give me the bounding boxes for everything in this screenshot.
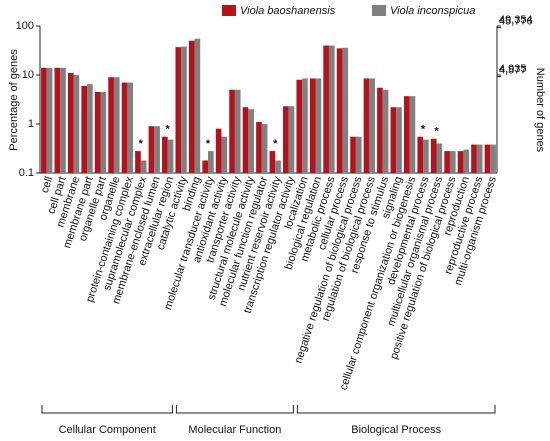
bar — [188, 40, 195, 173]
bar — [67, 72, 74, 173]
bar — [221, 136, 228, 173]
bar — [490, 144, 496, 173]
bar — [242, 107, 249, 173]
bar — [140, 160, 147, 173]
bar — [135, 151, 141, 173]
bar — [194, 38, 201, 173]
y-axis-label: Percentage of genes — [8, 49, 20, 151]
legend-label: Viola inconspicua — [390, 5, 475, 17]
bar — [288, 106, 295, 173]
bar — [181, 46, 187, 173]
group-bracket — [41, 405, 173, 414]
legend-label: Viola baoshanensis — [240, 5, 336, 17]
group-bracket — [296, 405, 496, 414]
bar — [471, 144, 477, 173]
group-label: Molecular Function — [188, 424, 281, 436]
bar — [234, 89, 241, 173]
legend-swatch — [372, 5, 386, 16]
bar — [403, 96, 410, 173]
bar — [283, 106, 289, 173]
bar — [175, 47, 182, 174]
bar — [54, 67, 61, 173]
bar — [60, 67, 66, 173]
bar — [46, 67, 53, 173]
bar — [162, 136, 168, 173]
bar — [363, 78, 370, 173]
bar — [423, 139, 429, 173]
group-label: Biological Process — [351, 424, 441, 436]
bar — [275, 160, 281, 173]
bar — [296, 79, 303, 173]
bar — [167, 139, 174, 173]
bar — [87, 84, 93, 173]
y2-tick-label: 49,354 — [499, 14, 533, 26]
bar — [328, 45, 335, 173]
bar — [350, 136, 356, 173]
bar — [81, 85, 88, 173]
bar — [215, 128, 222, 173]
bar — [256, 121, 262, 173]
bar — [121, 82, 128, 173]
y2-tick-label: 45,776 — [499, 16, 533, 28]
bar — [261, 124, 268, 173]
bar — [113, 77, 120, 173]
bar — [309, 78, 316, 173]
bar — [409, 96, 416, 173]
significance-mark: * — [273, 138, 278, 150]
significance-mark: * — [206, 138, 211, 150]
bar — [208, 151, 214, 173]
bar — [127, 82, 134, 173]
bar — [269, 151, 276, 173]
bar — [457, 151, 464, 173]
bar — [463, 149, 470, 173]
significance-mark: * — [139, 138, 144, 150]
bar — [449, 151, 456, 173]
y-tick-label: 1 — [28, 118, 34, 130]
bar — [396, 107, 402, 173]
legend-swatch — [222, 5, 236, 16]
bar — [323, 45, 329, 173]
significance-mark: * — [434, 126, 439, 138]
bar — [369, 78, 375, 173]
group-bracket — [175, 405, 294, 414]
bar — [382, 89, 389, 173]
bar — [202, 160, 209, 173]
bar — [436, 143, 443, 173]
bar — [430, 138, 437, 173]
bar — [302, 78, 308, 173]
bar — [444, 151, 450, 173]
y-tick-label: 0.1 — [19, 167, 34, 179]
y2-tick-label: 4,577 — [499, 65, 527, 77]
bar — [108, 77, 114, 173]
bar — [355, 136, 362, 173]
y2-tick-label: 4,935 — [499, 63, 527, 75]
bar — [73, 75, 80, 173]
bar — [377, 87, 383, 173]
y2-axis-label: Number of genes — [534, 68, 546, 153]
y-tick-label: 10 — [22, 69, 34, 81]
bar — [148, 126, 155, 173]
bar — [484, 144, 491, 173]
bar — [41, 67, 47, 173]
bar — [336, 48, 343, 173]
bar — [94, 91, 101, 173]
bar — [342, 47, 349, 173]
significance-mark: * — [166, 124, 171, 136]
bar — [417, 136, 424, 173]
bar — [100, 91, 107, 173]
bar — [476, 144, 483, 173]
bar — [390, 107, 397, 173]
bar — [315, 78, 322, 173]
y-tick-label: 100 — [16, 20, 34, 32]
group-label: Cellular Component — [59, 424, 156, 436]
bar — [248, 109, 254, 173]
significance-mark: * — [421, 124, 426, 136]
bar — [229, 89, 235, 173]
x-tick-label: cell — [39, 175, 56, 194]
bar — [154, 126, 160, 173]
